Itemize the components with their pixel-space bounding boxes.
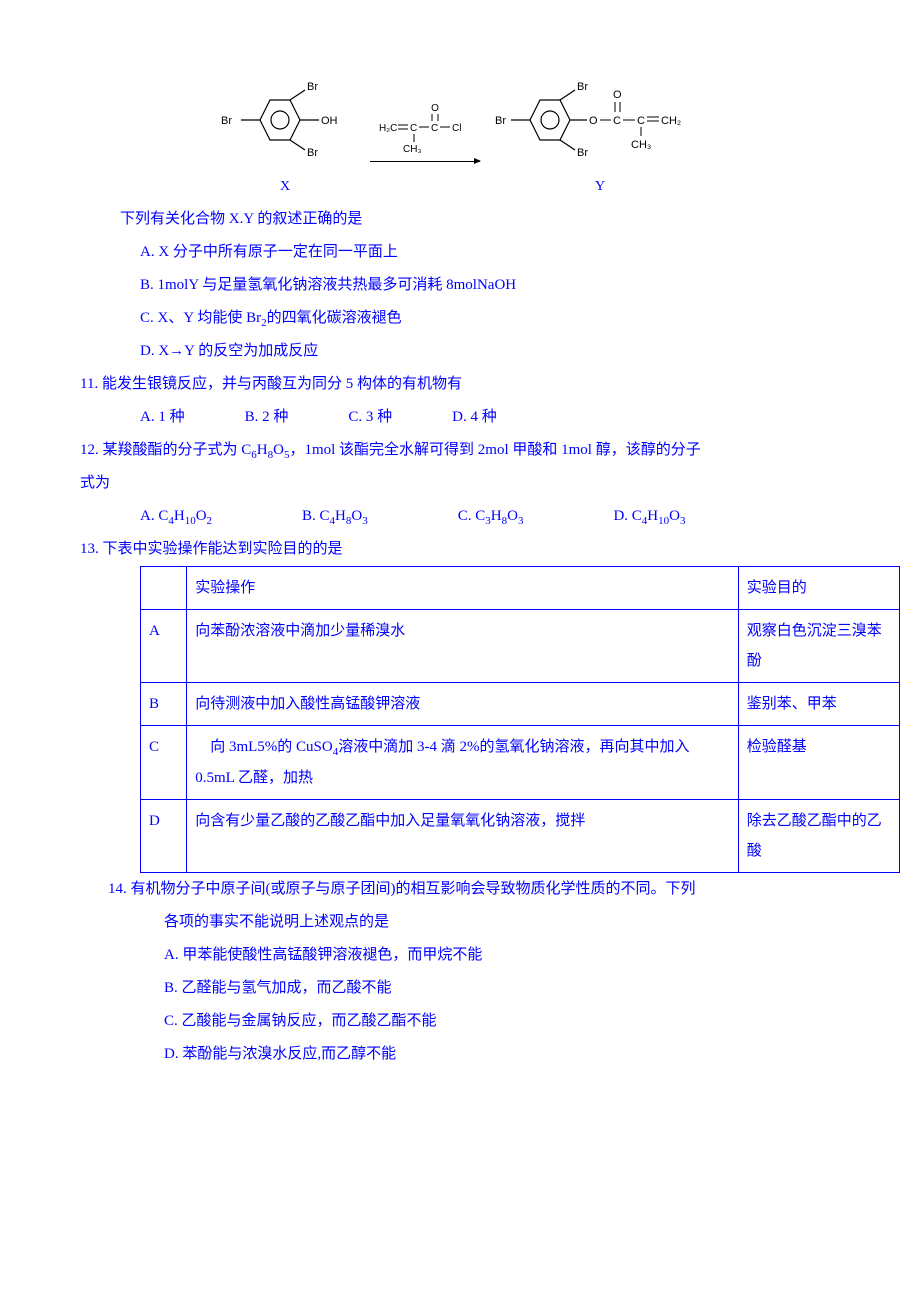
q13-row-b-op: 向待测液中加入酸性高锰酸钾溶液 (187, 683, 739, 726)
q13-header-op: 实验操作 (187, 567, 739, 610)
q13-stem: 13. 下表中实验操作能达到实险目的的是 (80, 533, 840, 566)
svg-text:Br: Br (221, 115, 232, 127)
svg-text:Br: Br (577, 147, 588, 159)
svg-text:O: O (589, 115, 598, 127)
q14-option-c: C. 乙酸能与金属钠反应，而乙酸乙酯不能 (108, 1005, 840, 1038)
q11-option-b: B. 2 种 (245, 401, 289, 434)
svg-text:Br: Br (577, 81, 588, 93)
q12-option-a: A. C4H10O2 (140, 500, 212, 533)
q13-table: 实验操作 实验目的 A 向苯酚浓溶液中滴加少量稀溴水 观察白色沉淀三溴苯酚 B … (140, 566, 900, 873)
q14-stem-2: 各项的事实不能说明上述观点的是 (108, 906, 840, 939)
q12-stem-2: 式为 (80, 467, 840, 500)
q13-header-goal: 实验目的 (738, 567, 899, 610)
q12-option-b: B. C4H8O3 (302, 500, 368, 533)
q13-row-d-op: 向含有少量乙酸的乙酸乙酯中加入足量氧氧化钠溶液，搅拌 (187, 800, 739, 873)
svg-text:O: O (613, 89, 622, 101)
q11-option-d: D. 4 种 (452, 401, 497, 434)
q10-option-c: C. X、Y 均能使 Br2的四氧化碳溶液褪色 (80, 302, 840, 335)
svg-text:CH₃: CH₃ (403, 144, 422, 155)
q11-option-a: A. 1 种 (140, 401, 185, 434)
q14-option-a: A. 甲苯能使酸性高锰酸钾溶液褪色，而甲烷不能 (108, 939, 840, 972)
svg-text:C: C (431, 123, 438, 134)
q13-row-a-key: A (141, 610, 187, 683)
svg-text:C: C (637, 115, 645, 127)
svg-text:Cl: Cl (452, 123, 461, 134)
svg-text:C: C (410, 123, 417, 134)
q10-lead: 下列有关化合物 X.Y 的叙述正确的是 (80, 203, 840, 236)
q12-option-d: D. C4H10O3 (613, 500, 685, 533)
molecule-x-label: X (280, 172, 290, 203)
molecule-y: Br Br Br O C O C CH₂ CH₃ Y (495, 70, 705, 203)
q11-options: A. 1 种 B. 2 种 C. 3 种 D. 4 种 (80, 401, 840, 434)
svg-text:Br: Br (307, 147, 318, 159)
q13-row-c-op: 向 3mL5%的 CuSO4溶液中滴加 3-4 滴 2%的氢氧化钠溶液，再向其中… (187, 726, 739, 800)
q14-option-b: B. 乙醛能与氢气加成，而乙酸不能 (108, 972, 840, 1005)
molecule-x: Br OH Br Br X (215, 70, 355, 203)
svg-text:Br: Br (495, 115, 506, 127)
q10-option-d: D. X→Y 的反空为加成反应 (80, 335, 840, 368)
svg-text:H₂C: H₂C (379, 123, 397, 134)
q13-row-c-key: C (141, 726, 187, 800)
svg-text:CH₂: CH₂ (661, 115, 681, 127)
q11-stem: 11. 能发生银镜反应，并与丙酸互为同分 5 构体的有机物有 (80, 368, 840, 401)
reaction-scheme: Br OH Br Br X O H₂C C C Cl CH₃ (80, 70, 840, 203)
molecule-y-label: Y (595, 172, 605, 203)
svg-text:OH: OH (321, 115, 338, 127)
q13-row-b-key: B (141, 683, 187, 726)
q13-row-c-goal: 检验醛基 (738, 726, 899, 800)
q14-option-d: D. 苯酚能与浓溴水反应,而乙醇不能 (108, 1038, 840, 1071)
q14-stem-1: 14. 有机物分子中原子间(或原子与原子团间)的相互影响会导致物质化学性质的不同… (108, 873, 840, 906)
q12-options: A. C4H10O2 B. C4H8O3 C. C3H8O3 D. C4H10O… (80, 500, 840, 533)
svg-text:O: O (431, 103, 439, 114)
q12-stem-1: 12. 某羧酸酯的分子式为 C6H8O5，1mol 该酯完全水解可得到 2mol… (80, 434, 840, 467)
svg-text:Br: Br (307, 81, 318, 93)
svg-text:CH₃: CH₃ (631, 139, 651, 151)
q10-option-b: B. 1molY 与足量氢氧化钠溶液共热最多可消耗 8molNaOH (80, 269, 840, 302)
q13-row-d-goal: 除去乙酸乙酯中的乙酸 (738, 800, 899, 873)
q13-row-d-key: D (141, 800, 187, 873)
q13-row-a-goal: 观察白色沉淀三溴苯酚 (738, 610, 899, 683)
reaction-arrow: O H₂C C C Cl CH₃ (365, 99, 485, 162)
q13-row-b-goal: 鉴别苯、甲苯 (738, 683, 899, 726)
q11-option-c: C. 3 种 (348, 401, 392, 434)
q12-option-c: C. C3H8O3 (458, 500, 524, 533)
q13-row-a-op: 向苯酚浓溶液中滴加少量稀溴水 (187, 610, 739, 683)
q10-option-a: A. X 分子中所有原子一定在同一平面上 (80, 236, 840, 269)
svg-text:C: C (613, 115, 621, 127)
